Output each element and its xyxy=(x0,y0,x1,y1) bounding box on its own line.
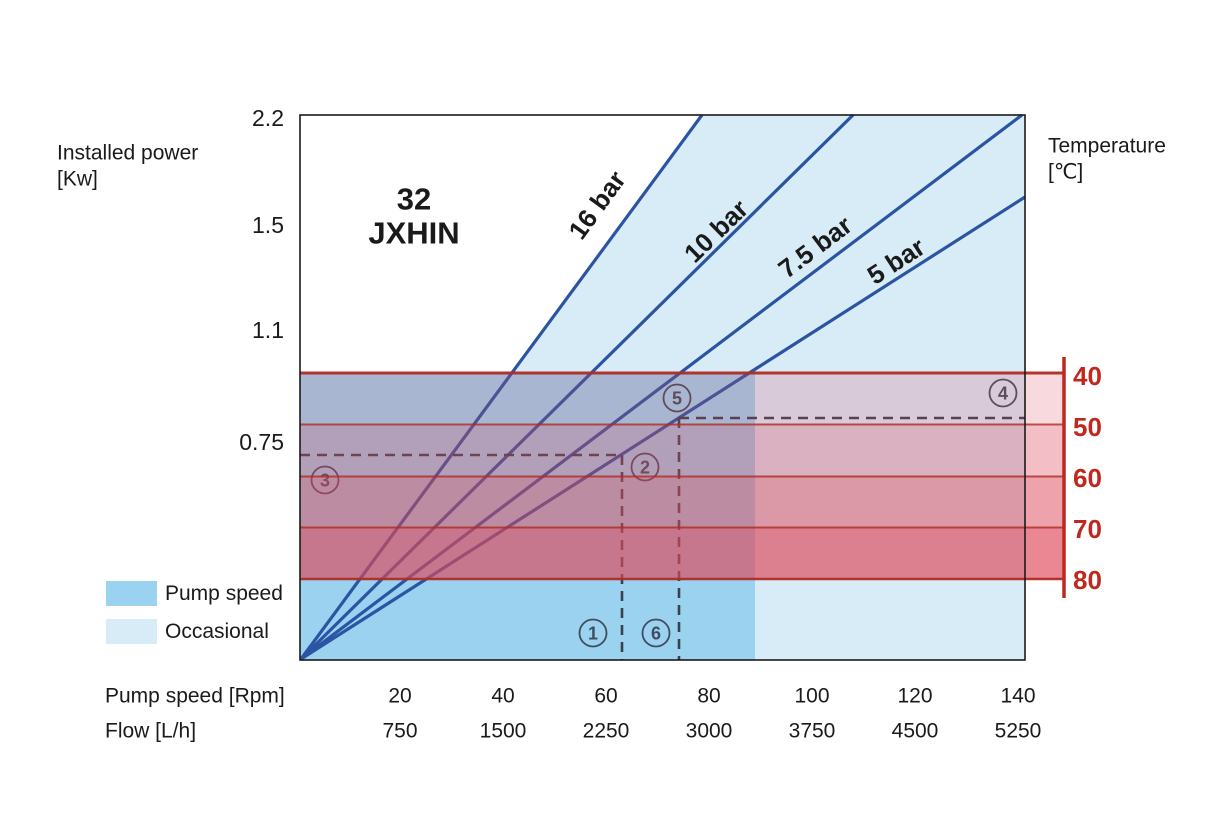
temperature-bands xyxy=(300,373,1064,579)
marker-number-2: 2 xyxy=(640,458,650,478)
rpm-tick-label-60: 60 xyxy=(594,685,617,708)
temp-tick-label-80: 80 xyxy=(1073,565,1102,595)
marker-circle-1 xyxy=(578,618,608,648)
temp-tick-label-70: 70 xyxy=(1073,514,1102,544)
marker-number-1: 1 xyxy=(588,624,598,644)
temperature-axis-unit: [℃] xyxy=(1048,161,1083,184)
marker-number-6: 6 xyxy=(651,624,661,644)
flow-tick-label-3750: 3750 xyxy=(789,720,836,743)
legend-swatch-Pump-speed xyxy=(106,581,157,606)
pressure-curve-5-bar xyxy=(300,195,1026,661)
flow-tick-label-2250: 2250 xyxy=(583,720,630,743)
legend: Pump speed Occasional xyxy=(106,581,283,644)
temperature-band-40-50 xyxy=(300,373,1064,425)
power-tick-label-1.1: 1.1 xyxy=(252,317,284,343)
flow-tick-label-5250: 5250 xyxy=(995,720,1042,743)
flow-tick-label-750: 750 xyxy=(382,720,417,743)
rpm-tick-label-80: 80 xyxy=(697,685,720,708)
marker-circle-6 xyxy=(641,618,671,648)
temperature-band-60-70 xyxy=(300,476,1064,528)
temperature-grid-lines xyxy=(300,371,1064,581)
temp-tick-label-40: 40 xyxy=(1073,361,1102,391)
temperature-axis-title: Temperature xyxy=(1048,135,1166,158)
legend-label-Pump-speed: Pump speed xyxy=(165,582,283,605)
model-name-title: JXHIN xyxy=(368,216,459,251)
power-axis-ticks: 2.2 1.5 1.1 0.75 xyxy=(239,105,284,455)
power-axis-unit: [Kw] xyxy=(57,168,98,191)
marker-number-4: 4 xyxy=(998,384,1008,404)
temp-tick-label-50: 50 xyxy=(1073,412,1102,442)
rpm-tick-label-100: 100 xyxy=(794,685,829,708)
legend-label-Occasional: Occasional xyxy=(165,620,269,643)
model-size-title: 32 xyxy=(397,182,431,217)
plot-border xyxy=(299,114,1026,661)
power-tick-label-1.5: 1.5 xyxy=(252,212,284,238)
power-tick-label-0.75: 0.75 xyxy=(239,429,284,455)
temperature-axis: 40 50 60 70 80 xyxy=(1062,357,1102,598)
flow-tick-label-1500: 1500 xyxy=(480,720,527,743)
temperature-band-70-80 xyxy=(300,527,1064,579)
pump-speed-row-label: Pump speed [Rpm] xyxy=(105,685,285,708)
marker-circle-4 xyxy=(988,378,1018,408)
plot-frame xyxy=(299,114,1026,661)
flow-row-label: Flow [L/h] xyxy=(105,720,196,743)
temp-tick-label-60: 60 xyxy=(1073,463,1102,493)
power-tick-label-2.2: 2.2 xyxy=(252,105,284,131)
power-axis-title: Installed power xyxy=(57,142,198,165)
rpm-tick-label-20: 20 xyxy=(388,685,411,708)
legend-swatch-Occasional xyxy=(106,619,157,644)
temperature-band-50-60 xyxy=(300,424,1064,477)
flow-tick-label-4500: 4500 xyxy=(892,720,939,743)
bottom-axis: Pump speed [Rpm] Flow [L/h] 20 750 40 1500 60 2… xyxy=(105,685,1041,743)
flow-tick-label-3000: 3000 xyxy=(686,720,733,743)
rpm-tick-label-120: 120 xyxy=(897,685,932,708)
marker-circle-5 xyxy=(662,383,692,413)
rpm-tick-label-40: 40 xyxy=(491,685,514,708)
rpm-tick-label-140: 140 xyxy=(1000,685,1035,708)
marker-number-5: 5 xyxy=(672,389,682,409)
